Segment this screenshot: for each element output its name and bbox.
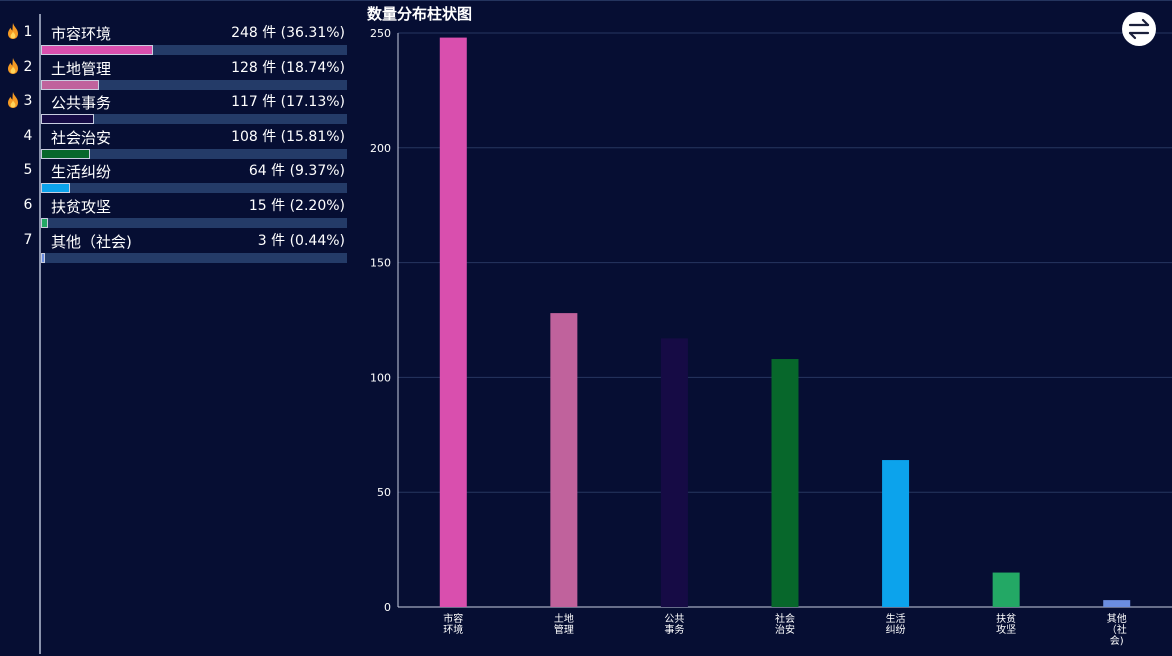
rank-row: 7 其他（社会) 3 件 (0.44%): [0, 222, 350, 263]
rank-number: 2: [23, 58, 33, 75]
rank-count: 128 件 (18.74%): [231, 59, 345, 76]
rank-row: 3 公共事务 117 件 (17.13%): [0, 83, 350, 125]
flame-icon: [8, 57, 18, 74]
x-tick-label: 公共事务: [664, 613, 684, 636]
bar: [660, 338, 688, 607]
rank-category-name: 土地管理: [51, 59, 112, 78]
rank-number: 6: [23, 197, 33, 213]
rank-number: 7: [23, 231, 33, 248]
bar: [439, 37, 467, 608]
rank-number: 5: [23, 162, 33, 179]
bar: [550, 313, 578, 607]
bar: [1103, 600, 1131, 607]
x-tick-label: 土地管理: [554, 612, 574, 636]
rank-progress-fill: [41, 114, 94, 125]
top-border: [0, 0, 1172, 1]
rank-count: 117 件 (17.13%): [231, 94, 345, 111]
rank-count: 64 件 (9.37%): [248, 163, 345, 180]
divider: [39, 14, 41, 654]
y-tick-label: 50: [377, 486, 391, 499]
rank-category-name: 其他（社会): [51, 232, 132, 251]
rank-count: 108 件 (15.81%): [231, 128, 345, 145]
flame-icon: [8, 92, 18, 109]
rank-number: 4: [23, 127, 33, 144]
rank-progress-track: [41, 79, 347, 90]
x-tick-label: 市容环境: [443, 612, 463, 636]
y-tick-label: 200: [370, 142, 391, 155]
rank-progress-track: [41, 45, 347, 55]
rank-progress-track: [41, 183, 347, 194]
y-tick-label: 250: [370, 27, 391, 40]
rank-row: 2 土地管理 128 件 (18.74%): [0, 49, 350, 90]
y-tick-label: 100: [370, 371, 391, 384]
switch-chart-button[interactable]: [1122, 12, 1156, 46]
rank-row: 1 市容环境 248 件 (36.31%): [0, 14, 350, 55]
rank-progress-fill: [41, 45, 153, 55]
rank-progress-track: [41, 114, 347, 125]
rank-progress-fill: [41, 183, 70, 194]
chart-title: 数量分布柱状图: [367, 5, 473, 23]
y-tick-label: 150: [370, 257, 391, 270]
rank-progress-fill: [41, 218, 48, 228]
x-tick-label: 生活纠纷: [886, 612, 906, 636]
rank-progress-track: [41, 218, 347, 228]
rank-count: 248 件 (36.31%): [231, 25, 345, 41]
bar: [771, 359, 799, 607]
x-tick-label: 其他（社会): [1107, 612, 1127, 647]
rank-progress-fill: [41, 79, 99, 90]
rank-number: 1: [23, 24, 33, 40]
rank-progress-track: [41, 252, 347, 263]
bar: [882, 460, 910, 607]
flame-icon: [8, 23, 18, 39]
x-tick-label: 扶贫攻坚: [996, 612, 1016, 636]
rank-progress-track: [41, 148, 347, 159]
rank-count: 3 件 (0.44%): [257, 232, 345, 249]
x-tick-label: 社会治安: [775, 612, 795, 636]
bar: [992, 572, 1020, 607]
rank-category-name: 市容环境: [51, 25, 112, 43]
rank-category-name: 生活纠纷: [51, 163, 112, 182]
rank-row: 4 社会治安 108 件 (15.81%): [0, 118, 350, 159]
rank-row: 6 扶贫攻坚 15 件 (2.20%): [0, 187, 350, 228]
rank-category-name: 社会治安: [51, 128, 112, 147]
rank-category-name: 公共事务: [51, 94, 112, 113]
swap-arrows-icon: [1128, 18, 1150, 40]
rank-progress-fill: [41, 148, 90, 159]
rank-number: 3: [23, 93, 33, 110]
rank-count: 15 件 (2.20%): [248, 198, 345, 214]
y-tick-label: 0: [384, 601, 391, 614]
rank-row: 5 生活纠纷 64 件 (9.37%): [0, 152, 350, 194]
rank-category-name: 扶贫攻坚: [51, 198, 112, 216]
rank-progress-fill: [41, 252, 45, 263]
